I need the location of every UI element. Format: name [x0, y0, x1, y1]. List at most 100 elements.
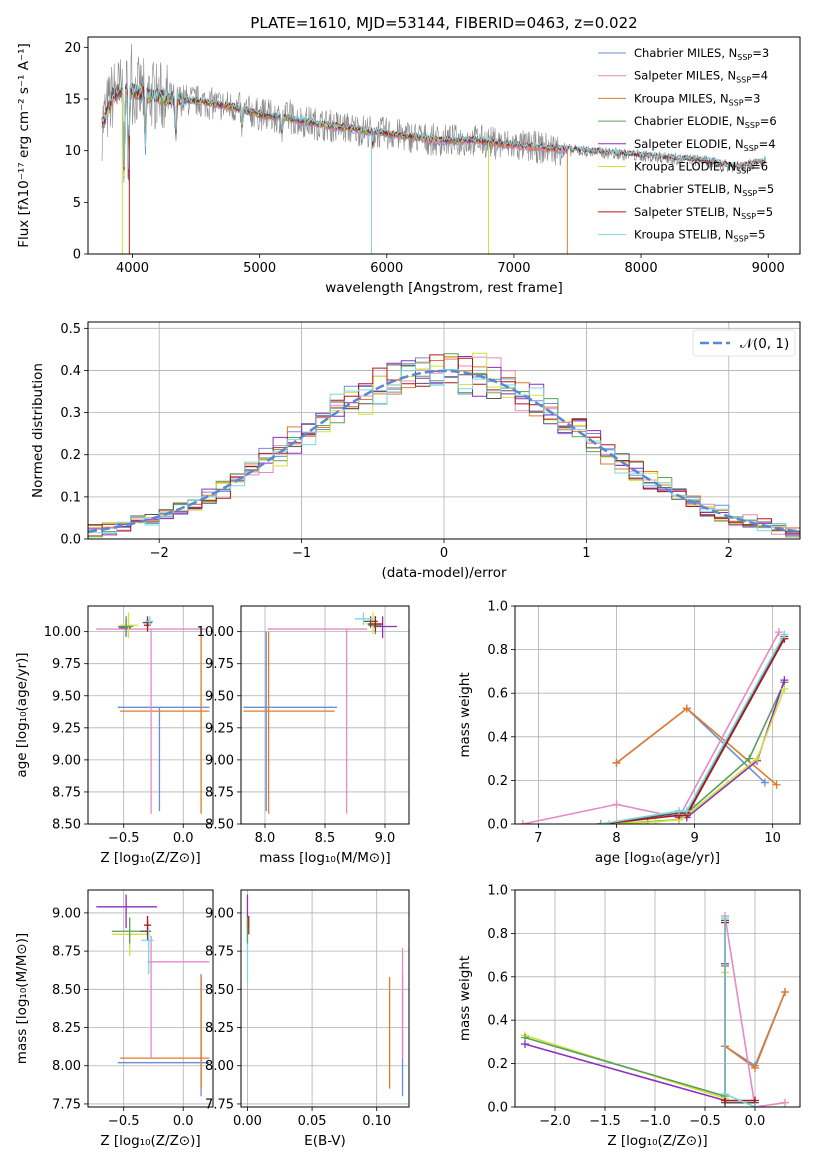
weight-marker-chabrier_elodie [521, 1033, 529, 1042]
y-tick-label: 1.0 [487, 600, 508, 615]
axes-frame [87, 605, 214, 825]
residual-histogram-salpeter_stelib [88, 354, 800, 535]
y-axis-label: mass [log₁₀(M/M⊙)] [14, 933, 30, 1064]
panel-z_mass: −0.5 0.0 7.75 8.00 8.25 8.50 8.75 9.00 Z [log₁₀(… [14, 889, 214, 1149]
x-tick-label: −1.5 [589, 1114, 621, 1129]
spectrum-model-line-kroupa_stelib [101, 81, 767, 170]
y-axis-label: age [log₁₀(age/yr)] [14, 652, 30, 777]
y-tick-label: 0.2 [487, 1057, 508, 1072]
x-axis-label: mass [log₁₀(M/M⊙)] [259, 850, 390, 866]
y-tick-label: 8.50 [52, 983, 81, 998]
panel-z_age: −0.5 0.0 8.50 8.75 9.00 9.25 9.50 9.75 10.00 Z [l… [14, 605, 214, 866]
normal-curve [88, 369, 800, 533]
panel-z_weight: −2.0 −1.5 −1.0 −0.5 0.0 0.0 0.2 0.4 0.6 0.8 1.0 Z [… [457, 884, 801, 1149]
y-tick-label: 9.00 [52, 753, 81, 768]
x-axis-label: age [log₁₀(age/yr)] [595, 850, 720, 866]
legend-label: Kroupa ELODIE, NSSP=6 [634, 160, 768, 176]
x-tick-label: 9000 [752, 261, 785, 276]
x-tick-label: 0.05 [298, 1114, 327, 1129]
x-tick-label: 5000 [243, 261, 276, 276]
weight-marker-kroupa_stelib [596, 820, 605, 824]
panel-mass_age: 8.0 8.5 9.0 8.50 8.75 9.00 9.25 9.50 9.75 10.00 ma… [197, 605, 410, 866]
y-axis-label: Normed distribution [30, 363, 46, 498]
y-tick-label: 8.75 [205, 785, 234, 800]
axes-frame [514, 605, 801, 825]
legend-label: Chabrier MILES, NSSP=3 [634, 46, 769, 62]
x-tick-label: −2 [150, 546, 169, 561]
weight-marker-kroupa_elodie [780, 684, 789, 693]
weight-marker-salpeter_miles [774, 628, 783, 637]
legend-label: Chabrier ELODIE, NSSP=6 [634, 114, 777, 130]
y-tick-label: 9.75 [205, 657, 234, 672]
y-tick-label: 0.8 [487, 927, 508, 942]
y-tick-label: 9.00 [52, 906, 81, 921]
x-tick-label: −0.5 [108, 1114, 140, 1129]
y-tick-label: 8.75 [52, 945, 81, 960]
y-tick-label: 8.25 [205, 1021, 234, 1036]
y-tick-label: 0.4 [60, 364, 81, 379]
weight-marker-kroupa_elodie [753, 754, 762, 763]
axes-frame [87, 889, 214, 1108]
weight-marker-salpeter_elodie [780, 676, 789, 685]
y-tick-label: 8.50 [205, 983, 234, 998]
y-tick-label: 7.75 [205, 1097, 234, 1112]
weight-marker-salpeter_miles [781, 1098, 789, 1107]
panel-spectrum: 4000 5000 6000 7000 8000 9000 0 5 10 15 20 waveleng… [16, 36, 801, 296]
panel-ebv_mass: 0.00 0.05 0.10 7.75 8.00 8.25 8.50 8.75 9.00 E(B-… [205, 889, 410, 1149]
axes-frame [240, 605, 410, 825]
weight-marker-kroupa_stelib [674, 806, 683, 815]
x-tick-label: 6000 [370, 261, 403, 276]
weight-marker-salpeter_miles [612, 800, 621, 809]
y-tick-label: 0.0 [487, 818, 508, 833]
y-tick-label: 0.3 [60, 406, 81, 421]
x-tick-label: 0.0 [745, 1114, 766, 1129]
x-axis-label: Z [log₁₀(Z/Z⊙)] [100, 1133, 200, 1149]
y-tick-label: 0.0 [487, 1101, 508, 1116]
y-tick-label: 0.2 [487, 774, 508, 789]
weight-marker-kroupa_miles [772, 780, 781, 789]
plot-area-z_mass [96, 894, 210, 1097]
x-axis-label: (data-model)/error [381, 565, 507, 581]
x-tick-label: 9.0 [375, 831, 396, 846]
y-axis-label: mass weight [457, 956, 473, 1041]
x-tick-label: 9 [690, 831, 698, 846]
x-tick-label: 10 [764, 831, 781, 846]
weight-marker-chabrier_elodie [745, 754, 754, 763]
plot-area-residuals [88, 352, 800, 538]
legend-label: Salpeter MILES, NSSP=4 [634, 69, 768, 85]
x-tick-label: −0.5 [108, 831, 140, 846]
x-tick-label: 0.0 [173, 831, 194, 846]
figure-title: PLATE=1610, MJD=53144, FIBERID=0463, z=0… [250, 14, 637, 32]
weight-marker-kroupa_elodie [604, 820, 613, 824]
x-tick-label: 4000 [116, 261, 149, 276]
weight-marker-kroupa_miles [682, 704, 691, 713]
x-tick-label: 0.0 [173, 1114, 194, 1129]
x-tick-label: −1 [292, 546, 311, 561]
weight-marker-kroupa_stelib [721, 1089, 729, 1098]
y-tick-label: 0.6 [487, 970, 508, 985]
axes-frame [514, 889, 801, 1108]
y-tick-label: 20 [64, 41, 81, 56]
x-axis-label: E(B-V) [304, 1133, 346, 1149]
plot-area-ebv_mass [246, 894, 404, 1097]
weight-marker-kroupa_miles [781, 987, 789, 996]
weight-marker-kroupa_stelib [682, 806, 691, 815]
y-tick-label: 1.0 [487, 884, 508, 899]
weight-line-salpeter_miles [522, 631, 780, 824]
y-axis-label: Flux [fλ10⁻¹⁷ erg cm⁻² s⁻¹ A⁻¹] [16, 43, 32, 248]
x-axis-label: Z [log₁₀(Z/Z⊙)] [607, 1133, 707, 1149]
x-tick-label: −2.0 [539, 1114, 571, 1129]
weight-marker-salpeter_miles [518, 820, 527, 824]
y-tick-label: 9.25 [52, 721, 81, 736]
y-tick-label: 9.25 [205, 721, 234, 736]
y-tick-label: 0.8 [487, 643, 508, 658]
y-tick-label: 8.25 [52, 1021, 81, 1036]
y-tick-label: 15 [64, 93, 81, 108]
x-tick-label: 1 [582, 546, 590, 561]
weight-marker-kroupa_stelib [780, 630, 789, 639]
y-tick-label: 9.00 [205, 906, 234, 921]
y-tick-label: 5 [73, 196, 81, 211]
weight-marker-chabrier_miles [760, 778, 769, 787]
plot-area-z_age [96, 612, 210, 814]
